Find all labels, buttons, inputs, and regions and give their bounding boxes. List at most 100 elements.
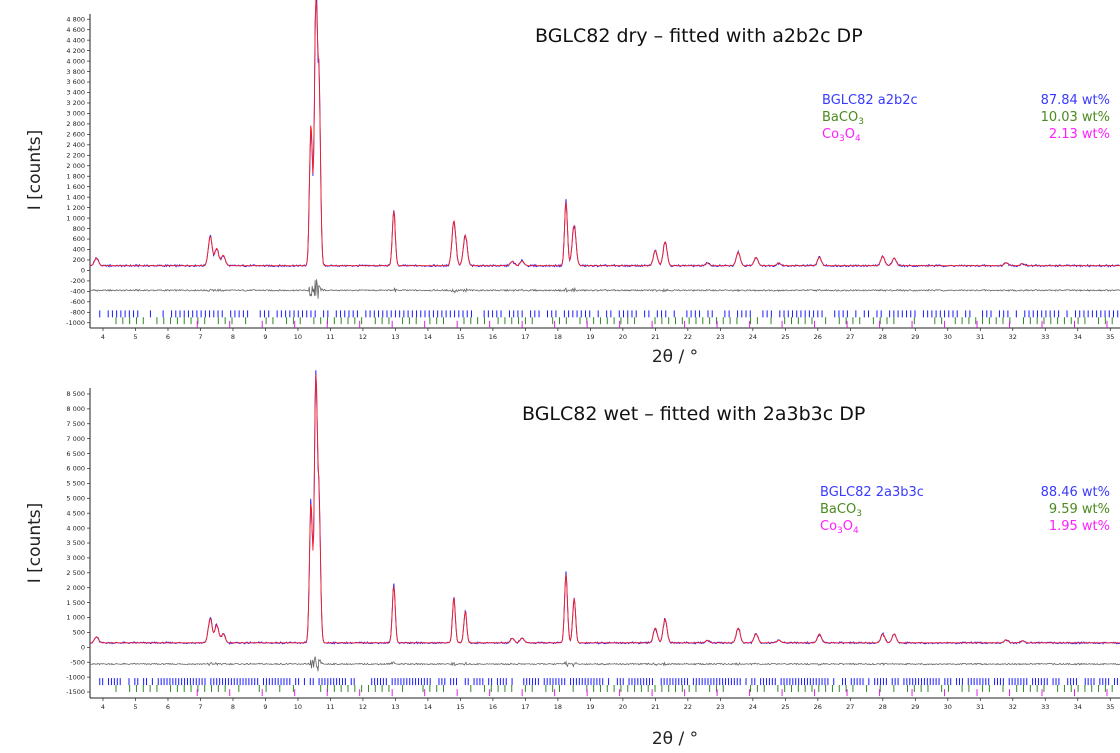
x-tick-label: 18: [554, 333, 562, 341]
x-tick-label: 21: [651, 333, 659, 341]
y-tick-label: 2 200: [66, 152, 85, 160]
y-tick-label: 1 500: [66, 599, 85, 607]
y-tick-label: 8 500: [66, 390, 85, 398]
legend-entry-value: 9.59 wt%: [1049, 502, 1110, 517]
x-tick-label: 32: [1009, 703, 1017, 711]
y-axis-label: I [counts]: [25, 503, 45, 584]
x-tick-label: 21: [651, 703, 659, 711]
x-tick-label: 16: [489, 333, 497, 341]
legend-text: BGLC82 2a3b3c: [820, 485, 924, 500]
x-tick-label: 27: [846, 703, 854, 711]
x-tick-label: 25: [781, 703, 789, 711]
y-tick-label: 500: [73, 629, 85, 637]
x-tick-label: 35: [1106, 703, 1114, 711]
x-tick-label: 25: [781, 333, 789, 341]
x-tick-label: 14: [424, 333, 432, 341]
y-tick-label: 8 000: [66, 405, 85, 413]
x-tick-label: 12: [359, 703, 367, 711]
chart-title: BGLC82 dry – fitted with a2b2c DP: [535, 25, 863, 47]
legend-text: BGLC82 a2b2c: [822, 93, 918, 108]
x-axis-label: 2θ / °: [652, 347, 698, 367]
y-tick-label: 4 600: [66, 26, 85, 34]
x-tick-label: 7: [198, 333, 202, 341]
legend-entry-label: Co3O4: [822, 127, 861, 144]
y-tick-label: -1000: [66, 319, 85, 327]
x-tick-label: 16: [489, 703, 497, 711]
calculated-curve: [89, 374, 1120, 644]
x-tick-label: 11: [326, 703, 334, 711]
y-tick-label: 4 000: [66, 524, 85, 532]
x-axis-label: 2θ / °: [652, 729, 698, 749]
legend-text: O: [843, 519, 853, 534]
legend-entry-label: BGLC82 2a3b3c: [820, 485, 924, 500]
x-tick-label: 11: [326, 333, 334, 341]
x-tick-label: 33: [1041, 703, 1049, 711]
y-tick-label: 3 800: [66, 68, 85, 76]
legend-subscript: 4: [855, 134, 861, 144]
y-tick-label: 1 800: [66, 172, 85, 180]
x-tick-label: 31: [976, 703, 984, 711]
y-tick-label: -200: [70, 277, 85, 285]
legend-entry-value: 87.84 wt%: [1041, 93, 1110, 108]
legend-text: Co: [822, 127, 839, 142]
x-tick-label: 26: [814, 333, 822, 341]
y-tick-label: 5 000: [66, 494, 85, 502]
y-tick-label: 3 200: [66, 99, 85, 107]
legend-entry-label: Co3O4: [820, 519, 859, 536]
panel-wet: 8 500 8 000 7 500 7 000 6 500 6 000 5 500 5 000…: [25, 370, 1120, 749]
legend-text: BaCO: [822, 110, 858, 125]
difference-curve: [89, 656, 1120, 672]
x-tick-label: 30: [944, 333, 952, 341]
x-tick-label: 19: [586, 703, 594, 711]
x-tick-label: 10: [294, 333, 302, 341]
x-tick-label: 30: [944, 703, 952, 711]
x-tick-label: 29: [911, 703, 919, 711]
y-tick-label: 1 400: [66, 193, 85, 201]
x-tick-label: 6: [166, 333, 170, 341]
x-tick-label: 20: [619, 703, 627, 711]
x-tick-label: 35: [1106, 333, 1114, 341]
y-tick-label: 2 800: [66, 120, 85, 128]
y-axis-label: I [counts]: [25, 130, 45, 211]
x-tick-label: 17: [521, 703, 529, 711]
y-tick-label: 0: [81, 267, 85, 275]
y-tick-label: -800: [70, 309, 85, 317]
legend-entry-label: BaCO3: [820, 502, 862, 519]
x-tick-label: 31: [976, 333, 984, 341]
x-tick-label: 27: [846, 333, 854, 341]
x-tick-label: 12: [359, 333, 367, 341]
legend-entry-label: BaCO3: [822, 110, 864, 127]
legend-entry-value: 88.46 wt%: [1041, 485, 1110, 500]
x-tick-label: 22: [684, 703, 692, 711]
x-tick-label: 4: [101, 703, 105, 711]
x-tick-label: 13: [391, 333, 399, 341]
y-tick-label: -1500: [66, 688, 85, 696]
y-tick-label: -400: [70, 288, 85, 296]
y-tick-label: 400: [73, 246, 85, 254]
y-tick-label: 200: [73, 256, 85, 264]
y-tick-label: 600: [73, 235, 85, 243]
x-tick-label: 4: [101, 333, 105, 341]
y-tick-label: 2 000: [66, 162, 85, 170]
x-tick-label: 18: [554, 703, 562, 711]
x-tick-label: 14: [424, 703, 432, 711]
legend-subscript: 3: [837, 526, 843, 536]
x-tick-label: 7: [198, 703, 202, 711]
y-tick-label: 4 400: [66, 36, 85, 44]
y-tick-label: 3 000: [66, 554, 85, 562]
x-tick-label: 17: [521, 333, 529, 341]
x-tick-label: 29: [911, 333, 919, 341]
y-tick-label: -500: [70, 658, 85, 666]
difference-curve: [89, 279, 1120, 299]
y-tick-label: 1 000: [66, 214, 85, 222]
y-tick-label: 4 200: [66, 47, 85, 55]
x-tick-label: 13: [391, 703, 399, 711]
x-tick-label: 28: [879, 333, 887, 341]
legend-entry-value: 1.95 wt%: [1049, 519, 1110, 534]
y-tick-label: 4 800: [66, 15, 85, 23]
y-tick-label: 2 000: [66, 584, 85, 592]
x-tick-label: 9: [263, 703, 267, 711]
x-tick-label: 15: [456, 333, 464, 341]
x-tick-label: 26: [814, 703, 822, 711]
y-tick-label: 1 200: [66, 204, 85, 212]
